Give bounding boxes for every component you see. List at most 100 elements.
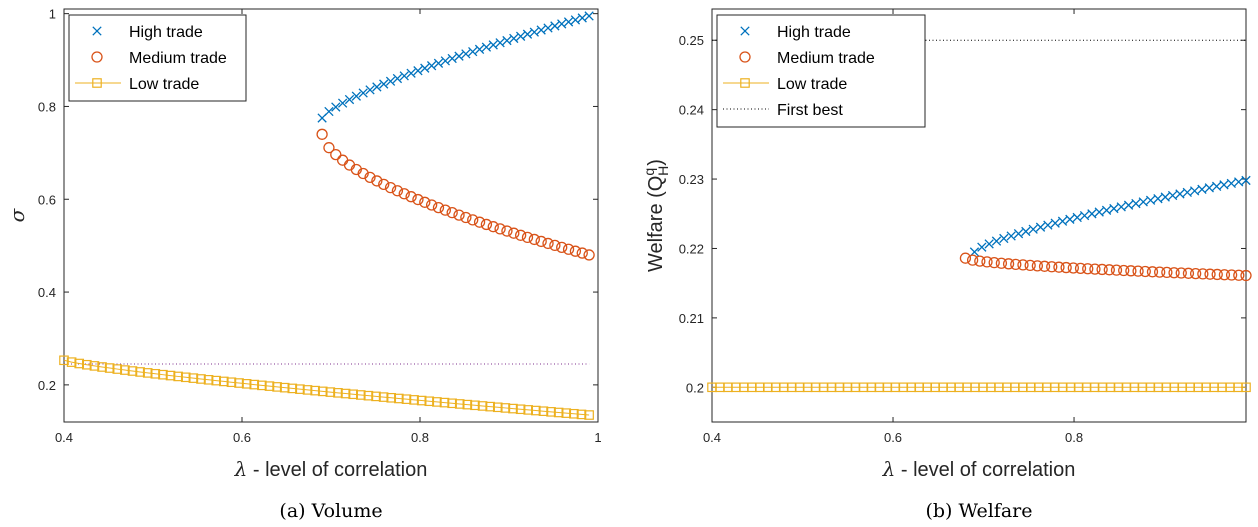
legend: High trade Medium trade Low trade First bes… [716,14,926,128]
data-point [249,379,260,390]
data-point [509,33,519,44]
data-point [1145,195,1156,205]
data-point [1241,382,1251,393]
data-point [372,82,382,92]
data-point [521,231,534,244]
data-point [363,390,374,401]
data-point [447,53,457,64]
data-point [584,410,594,420]
data-point [528,233,540,246]
data-point [1065,214,1075,224]
data-point [569,245,582,257]
x-tick-label: 0.6 [233,430,251,445]
data-point [522,29,533,39]
data-point [357,167,369,180]
data-point [74,358,85,369]
data-point [333,388,343,398]
data-point [1241,175,1251,186]
legend-marker [92,78,102,88]
data-point [1189,186,1200,196]
data-point [576,247,588,259]
data-point [454,399,465,409]
data-point [409,395,419,405]
volume-chart-panel: 0.4 0.6 0.8 1 0.2 0.4 0.6 0.8 1 High trade Medium … [5,7,602,522]
data-point [287,383,298,394]
data-point [405,191,417,203]
data-point [514,229,527,241]
data-point [446,207,458,219]
data-point [211,375,222,386]
data-point [324,106,334,117]
data-point [323,142,335,154]
data-point [142,368,153,378]
data-point [535,235,547,248]
data-point [991,236,1002,246]
data-point [488,40,498,50]
data-point [542,237,554,250]
data-point [557,19,567,29]
data-point [1132,265,1144,277]
legend-label: Low trade [777,76,847,93]
data-point [1094,207,1104,217]
data-point [1024,259,1036,272]
y-tick-label: 0.2 [38,378,56,393]
y-axis-label: σ [5,207,29,222]
data-point [470,400,480,411]
data-point [336,154,349,166]
data-point [508,403,518,414]
data-point [348,389,358,400]
data-point [1013,229,1024,239]
x-tick-label: 0.6 [884,430,902,445]
data-point [981,256,993,268]
data-point [1050,218,1060,228]
data-point [467,214,479,226]
data-point [1072,212,1082,223]
data-point [1002,258,1015,270]
data-point [234,378,244,388]
data-point [570,15,581,25]
data-point [1225,269,1238,281]
data-point [378,392,389,402]
data-point [401,394,412,404]
data-point [1154,266,1166,278]
data-point [1167,190,1178,201]
data-point [523,405,534,415]
legend-label: First best [777,102,843,119]
data-point [1197,268,1209,280]
y-tick-label: 0.8 [38,99,56,114]
data-point [358,88,368,98]
data-point [538,406,549,416]
data-point [264,381,275,391]
data-point [1006,231,1016,241]
data-point [1138,197,1148,207]
data-point [492,402,503,413]
data-point [295,384,305,394]
data-point [432,201,445,214]
data-point [563,17,574,27]
legend-marker [92,26,102,36]
data-point [1211,181,1222,191]
data-point [1197,184,1207,194]
welfare-chart: 0.4 0.6 0.8 0.2 0.21 0.22 0.23 0.24 0.25 High tra… [641,8,1252,522]
y-tick-label: 0.4 [38,285,56,300]
data-point [371,175,383,187]
data-point [355,390,366,400]
legend-marker [739,51,751,63]
data-point [97,362,107,372]
data-point [325,387,336,397]
data-point [386,392,397,403]
data-point [569,408,579,419]
x-tick-label: 0.4 [703,430,721,445]
data-point [279,382,290,393]
data-point [316,128,328,140]
data-point [394,393,404,404]
data-point [433,58,444,68]
data-point [1123,200,1134,210]
data-point [112,364,123,374]
data-point [150,368,161,379]
data-point [66,357,77,367]
data-point [413,66,423,76]
x-tick-label: 1 [594,430,601,445]
data-point [460,211,472,224]
welfare-chart-panel: 0.4 0.6 0.8 0.2 0.21 0.22 0.23 0.24 0.25 High tra… [629,0,1258,527]
